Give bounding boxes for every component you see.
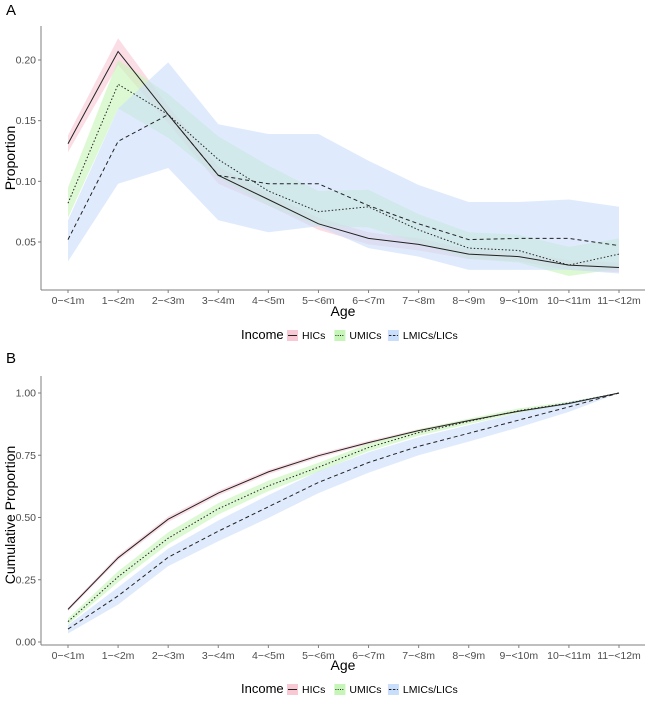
panel-b-y-tick-label: 0.50 (16, 512, 37, 524)
panel-b-label: B (6, 350, 16, 367)
panel-b-x-tick-label: 8−<9m (452, 650, 485, 662)
panel-b-x-tick-label: 6−<7m (352, 650, 385, 662)
panel-a-x-tick-label: 11−<12m (597, 295, 641, 307)
panel-b-y-tick-label: 0.75 (16, 450, 37, 462)
panel-a-y-tick-label: 0.05 (16, 237, 37, 249)
legend-label-lmics-lics: LMICs/LICs (403, 330, 458, 342)
panel-a-y-tick-label: 0.15 (16, 115, 37, 127)
panel-a-x-tick-label: 5−<6m (302, 295, 335, 307)
panel-a-x-tick-label: 4−<5m (252, 295, 285, 307)
panel-a-x-tick-label: 3−<4m (202, 295, 235, 307)
panel-a-line-umics (67, 83, 620, 266)
panel-a-line-lmics-lics (67, 113, 620, 247)
panel-a-ci-band-lmics-lics (68, 62, 619, 274)
panel-a-y-tick-label: 0.10 (16, 176, 37, 188)
panel-b-x-tick-label: 9−<10m (500, 650, 539, 662)
panel-b-x-tick-label: 11−<12m (597, 650, 641, 662)
legend-item-hics: HICs (287, 684, 325, 696)
panel-b-y-tick-label: 0.00 (16, 637, 37, 649)
panel-b-series-lines (67, 392, 620, 630)
panel-b-x-tick-label: 2−<3m (152, 650, 185, 662)
legend-item-lmics-lics: LMICs/LICs (387, 330, 458, 342)
panel-a-ci-bands (68, 38, 619, 276)
panel-b: B 0.00 0.25 0.50 0.75 1.00 0−<1m 1−<2m 2−<3m 3−… (2, 350, 645, 696)
legend-label-hics: HICs (302, 330, 325, 342)
legend-item-hics: HICs (287, 330, 325, 342)
panel-a-label: A (6, 2, 16, 19)
legend-item-umics: UMICs (334, 330, 381, 342)
legend-item-lmics-lics: LMICs/LICs (387, 684, 458, 696)
panel-a-x-axis-title: Age (331, 303, 356, 319)
panel-a-x-tick-label: 7−<8m (402, 295, 435, 307)
panel-a-y-ticks: 0.05 0.10 0.15 0.20 (16, 55, 41, 249)
panel-a-x-tick-label: 1−<2m (102, 295, 135, 307)
panel-b-legend-title: Income (241, 681, 284, 696)
legend-label-hics: HICs (302, 684, 325, 696)
panel-a-x-tick-label: 0−<1m (52, 295, 85, 307)
legend-label-lmics-lics: LMICs/LICs (403, 684, 458, 696)
panel-a: A 0.05 0.10 0.15 0.20 0−<1m 1−<2m 2−<3m 3−<4m 4… (2, 2, 645, 342)
panel-b-x-tick-label: 4−<5m (252, 650, 285, 662)
panel-a-y-tick-label: 0.20 (16, 55, 37, 67)
panel-b-x-tick-label: 0−<1m (52, 650, 85, 662)
panel-a-x-tick-label: 6−<7m (352, 295, 385, 307)
panel-b-line-umics (67, 392, 620, 622)
panel-a-legend-title: Income (241, 327, 284, 342)
panel-a-x-tick-label: 10−<11m (547, 295, 591, 307)
panel-b-x-ticks: 0−<1m 1−<2m 2−<3m 3−<4m 4−<5m 5−<6m 6−<7m 7−<8m… (52, 645, 641, 662)
panel-b-y-tick-label: 0.25 (16, 574, 37, 586)
panel-a-x-ticks: 0−<1m 1−<2m 2−<3m 3−<4m 4−<5m 5−<6m 6−<7m 7−<8m… (52, 290, 641, 307)
panel-b-x-tick-label: 3−<4m (202, 650, 235, 662)
panel-b-line-hics (67, 392, 620, 610)
panel-b-x-tick-label: 1−<2m (102, 650, 135, 662)
panel-a-x-tick-label: 8−<9m (452, 295, 485, 307)
panel-b-ci-band-lmics-lics (68, 393, 619, 634)
legend-key-umics (334, 684, 346, 695)
panel-a-y-axis-title: Proportion (2, 126, 18, 191)
panel-b-ci-band-umics (68, 393, 619, 625)
panel-b-line-lmics-lics (67, 392, 620, 630)
panel-a-line-hics (67, 50, 620, 268)
panel-b-x-tick-label: 10−<11m (547, 650, 591, 662)
panel-a-legend: Income HICs UMICs LMICs/LICs (241, 327, 458, 342)
legend-key-umics (334, 330, 346, 341)
panel-a-x-tick-label: 2−<3m (152, 295, 185, 307)
panel-b-legend: Income HICs UMICs LMICs/LICs (241, 681, 458, 696)
panel-b-y-ticks: 0.00 0.25 0.50 0.75 1.00 (16, 388, 41, 649)
panel-b-ci-bands (68, 393, 619, 634)
legend-label-umics: UMICs (349, 330, 381, 342)
panel-b-x-tick-label: 5−<6m (302, 650, 335, 662)
panel-b-x-tick-label: 7−<8m (402, 650, 435, 662)
legend-item-umics: UMICs (334, 684, 381, 696)
panel-b-x-axis-title: Age (331, 657, 356, 673)
panel-b-y-tick-label: 1.00 (16, 388, 37, 400)
legend-label-umics: UMICs (349, 684, 381, 696)
panel-a-x-tick-label: 9−<10m (500, 295, 539, 307)
panel-b-y-axis-title: Cumulative Proportion (2, 446, 18, 585)
panel-a-series-lines (67, 50, 620, 268)
